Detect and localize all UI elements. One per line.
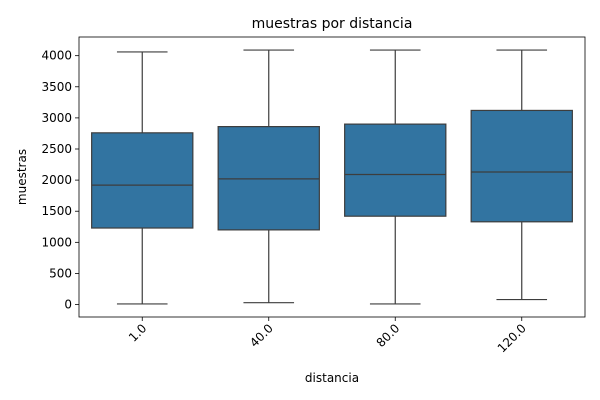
box-iqr: [91, 132, 194, 229]
x-tick-label: 40.0: [247, 321, 276, 350]
x-axis-label: distancia: [305, 371, 359, 385]
boxes-layer: [91, 49, 573, 305]
y-axis: 0 500 1000 1500 2000 2500 3000 3500 4000: [41, 49, 79, 312]
y-tick-label: 500: [49, 266, 72, 280]
box-group: [470, 49, 573, 301]
box-group: [91, 51, 194, 305]
y-tick-label: 4000: [41, 49, 72, 63]
y-tick-label: 0: [64, 298, 72, 312]
y-tick-label: 3000: [41, 111, 72, 125]
box-iqr: [217, 125, 320, 231]
x-tick-label: 120.0: [495, 321, 529, 355]
y-axis-label: muestras: [15, 149, 29, 205]
box-iqr: [470, 109, 573, 223]
box-group: [344, 49, 447, 305]
x-tick-label: 1.0: [126, 321, 149, 344]
box-iqr: [344, 123, 447, 217]
y-tick-label: 1000: [41, 235, 72, 249]
chart-title: muestras por distancia: [252, 16, 413, 32]
y-tick-label: 1500: [41, 204, 72, 218]
box-group: [217, 49, 320, 304]
y-tick-label: 2500: [41, 142, 72, 156]
x-tick-label: 80.0: [374, 321, 403, 350]
plot-frame: [78, 36, 586, 318]
y-tick-label: 2000: [41, 173, 72, 187]
x-axis: 1.0 40.0 80.0 120.0: [126, 317, 529, 355]
y-tick-label: 3500: [41, 80, 72, 94]
